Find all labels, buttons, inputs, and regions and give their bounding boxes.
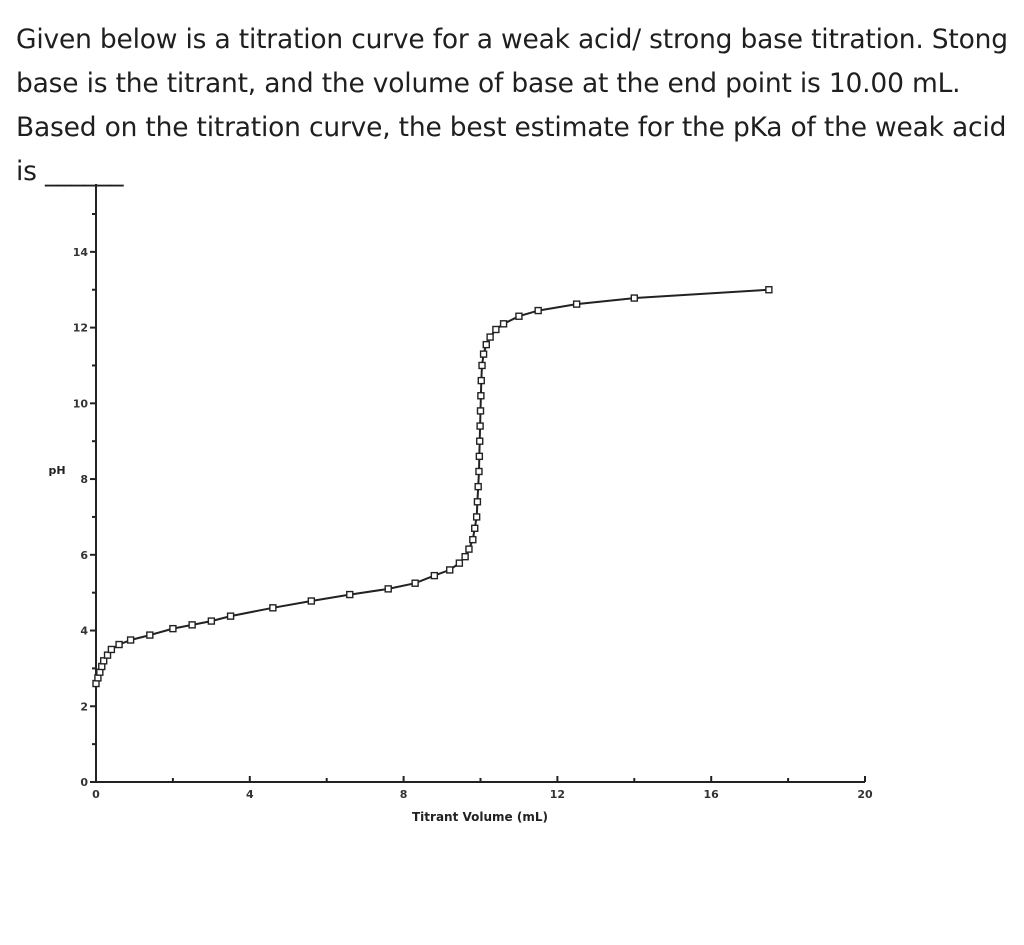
- y-tick-label: 0: [80, 776, 88, 789]
- data-point: [477, 376, 485, 385]
- data-point: [307, 597, 316, 605]
- data-point: [474, 482, 482, 491]
- question-text: Given below is a titration curve for a w…: [16, 24, 1008, 187]
- x-tick-label: 12: [550, 788, 565, 801]
- data-point: [477, 392, 485, 400]
- data-markers: [92, 286, 773, 688]
- ticks: [90, 213, 866, 783]
- y-tick-label: 12: [73, 322, 88, 335]
- data-point: [446, 566, 454, 574]
- x-tick-label: 4: [246, 788, 254, 801]
- x-tick-label: 0: [92, 788, 100, 801]
- data-point: [411, 579, 419, 587]
- y-tick-label: 4: [80, 625, 88, 638]
- data-point: [469, 535, 477, 544]
- titration-chart: 0 2 4 6 8 10 12 14 0 4 8 12 16 20 pH Titrant Volume (…: [0, 170, 1024, 850]
- data-point: [572, 300, 581, 308]
- data-point: [226, 612, 235, 620]
- data-point: [269, 604, 277, 612]
- x-axis-label: Titrant Volume (mL): [412, 810, 548, 824]
- data-point: [146, 631, 154, 639]
- data-point: [384, 585, 392, 593]
- data-point: [473, 498, 482, 506]
- data-point: [476, 407, 485, 415]
- data-point: [169, 624, 177, 633]
- data-point: [472, 513, 481, 521]
- data-point: [188, 621, 196, 629]
- y-tick-label: 14: [73, 246, 89, 259]
- data-point: [115, 640, 123, 649]
- data-point: [486, 333, 494, 341]
- x-tick-label: 16: [704, 788, 720, 801]
- data-point: [207, 617, 216, 625]
- data-point: [478, 361, 486, 370]
- x-tick-label: 8: [400, 788, 408, 801]
- data-point: [630, 294, 638, 302]
- data-point: [126, 636, 135, 644]
- titration-curve-svg: 0 2 4 6 8 10 12 14 0 4 8 12 16 20 pH Titrant Volume (…: [48, 184, 873, 824]
- data-point: [479, 350, 488, 358]
- titration-curve-line: [95, 288, 769, 684]
- data-point: [346, 590, 354, 599]
- x-tick-label: 20: [857, 788, 873, 801]
- data-point: [476, 422, 484, 430]
- data-point: [430, 571, 439, 580]
- y-axis-label: pH: [48, 464, 65, 477]
- data-point: [476, 437, 484, 445]
- y-tick-label: 10: [73, 397, 89, 410]
- data-point: [107, 645, 116, 654]
- data-point: [475, 452, 484, 461]
- data-point: [475, 467, 483, 476]
- data-point: [482, 340, 490, 349]
- tick-labels: 0 2 4 6 8 10 12 14 0 4 8 12 16 20: [73, 246, 873, 801]
- data-point: [99, 657, 108, 665]
- y-tick-label: 6: [80, 549, 88, 562]
- data-point: [515, 312, 523, 320]
- data-point: [461, 552, 469, 561]
- data-point: [492, 325, 500, 334]
- y-tick-label: 8: [80, 473, 88, 486]
- y-tick-label: 2: [80, 700, 88, 713]
- data-point: [765, 286, 773, 294]
- data-point: [534, 306, 542, 315]
- data-point: [471, 524, 479, 532]
- data-point: [455, 559, 464, 567]
- data-point: [465, 545, 473, 553]
- data-point: [499, 320, 508, 328]
- data-point: [103, 651, 112, 659]
